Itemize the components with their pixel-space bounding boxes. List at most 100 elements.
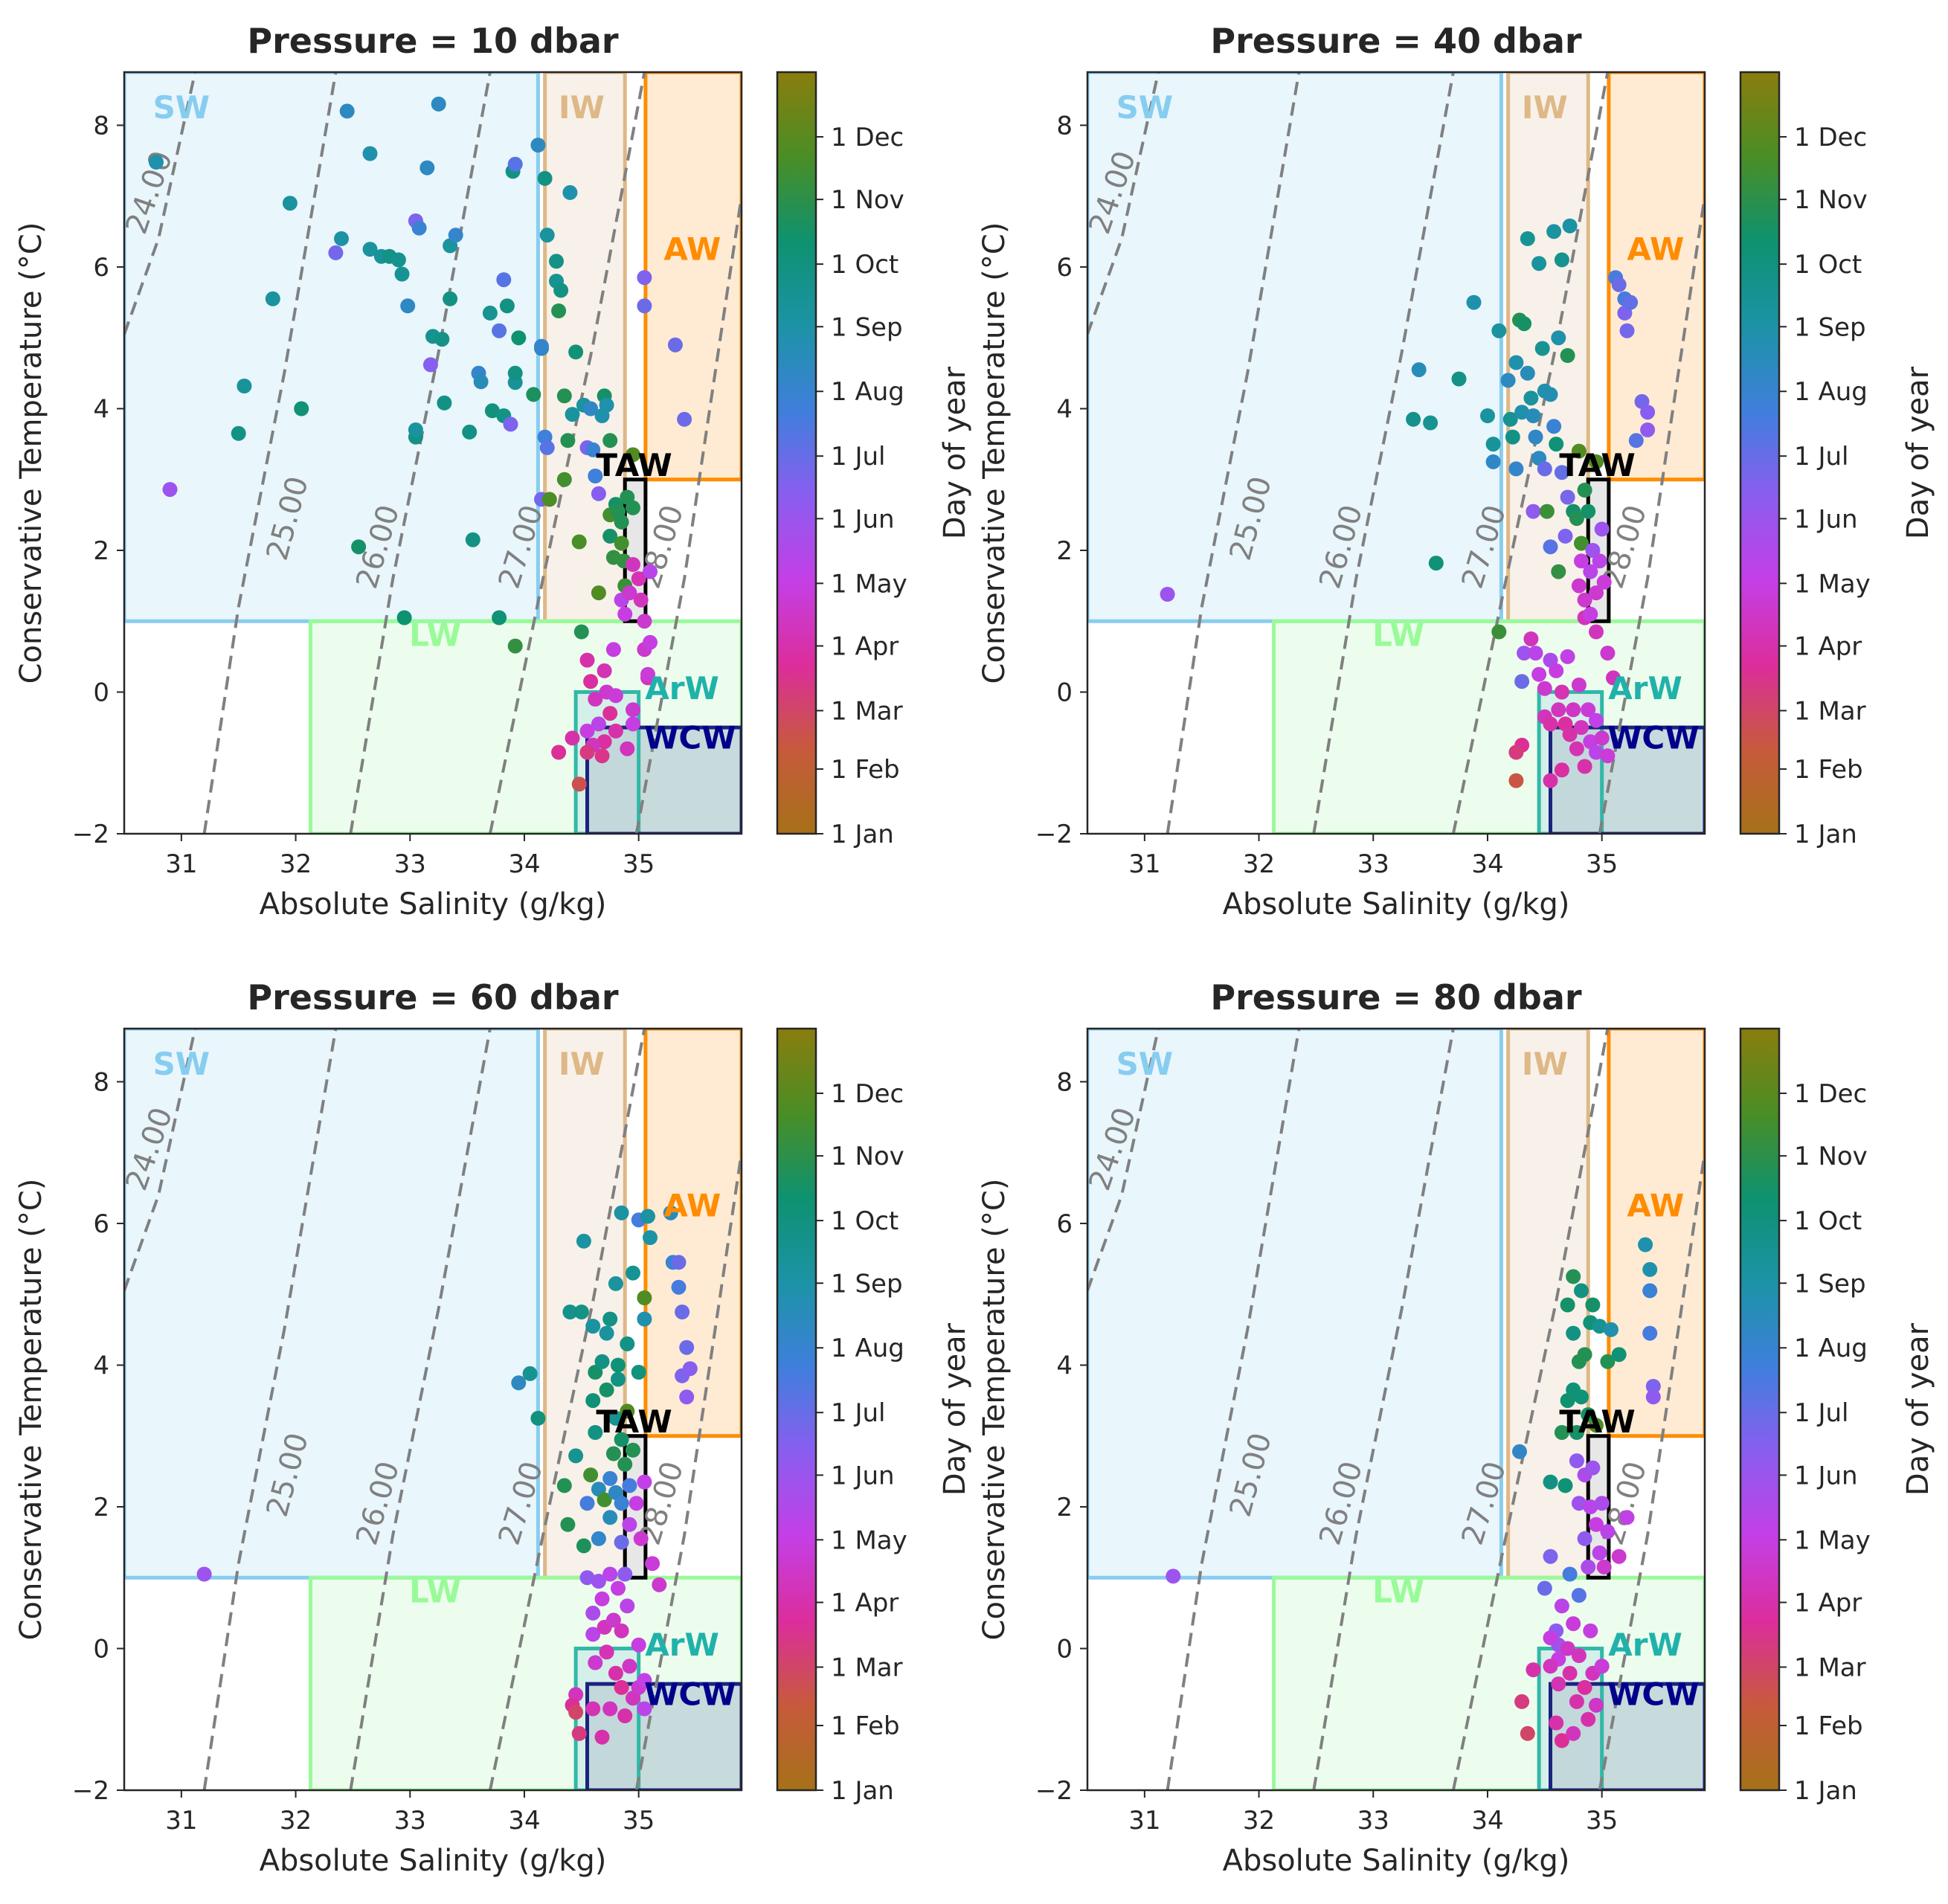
- data-point: [626, 1442, 640, 1458]
- data-point: [1583, 1623, 1598, 1638]
- data-point: [1571, 1588, 1587, 1603]
- data-point: [594, 1354, 610, 1369]
- data-point: [1554, 252, 1569, 268]
- x-tick-label: 35: [623, 849, 655, 879]
- colorbar-tick-label: 1 Nov: [831, 1142, 904, 1171]
- x-tick-label: 33: [1357, 849, 1389, 879]
- scatter-series: [149, 96, 692, 792]
- data-point: [1514, 674, 1530, 689]
- data-point: [645, 1556, 660, 1572]
- y-tick-label: 6: [93, 1209, 109, 1239]
- data-point: [1543, 1474, 1558, 1490]
- data-point: [1642, 1261, 1658, 1277]
- data-point: [620, 741, 635, 756]
- data-point: [614, 1496, 629, 1511]
- colorbar-tick-label: 1 Jun: [1794, 1461, 1858, 1490]
- data-point: [1577, 1531, 1592, 1546]
- data-point: [1560, 489, 1575, 505]
- data-point: [640, 666, 655, 682]
- data-point: [1623, 295, 1639, 310]
- data-point: [1594, 1659, 1610, 1674]
- data-point: [626, 500, 640, 515]
- data-point: [1585, 543, 1601, 558]
- colorbar-gradient: [1739, 1027, 1781, 1792]
- data-point: [617, 1708, 633, 1723]
- data-point: [1642, 1283, 1658, 1299]
- y-tick-label: 4: [1056, 1351, 1073, 1380]
- data-point: [579, 723, 595, 739]
- colorbar-tick-label: 1 Aug: [831, 1334, 904, 1363]
- y-tick-label: 2: [1056, 536, 1073, 566]
- data-point: [643, 634, 658, 650]
- data-point: [1543, 1548, 1558, 1564]
- data-point: [611, 1580, 626, 1596]
- data-point: [1589, 744, 1604, 760]
- colorbar-tick-label: 1 Jan: [1794, 820, 1857, 849]
- water-mass-wcw-fill: [587, 1684, 742, 1790]
- data-point: [602, 433, 618, 448]
- colorbar-tick-label: 1 Jul: [1794, 1398, 1848, 1428]
- data-point: [1512, 1444, 1527, 1459]
- data-point: [1508, 744, 1524, 760]
- data-point: [1466, 295, 1482, 310]
- data-point: [1166, 1569, 1181, 1584]
- data-point: [507, 638, 523, 654]
- data-point: [591, 585, 606, 601]
- data-point: [594, 1591, 610, 1606]
- y-tick-label: 8: [1056, 111, 1073, 141]
- data-point: [549, 254, 564, 269]
- data-point: [437, 395, 452, 411]
- data-point: [265, 291, 280, 306]
- x-tick-label: 31: [165, 849, 197, 879]
- data-point: [1502, 411, 1518, 427]
- data-point: [1585, 1460, 1601, 1476]
- water-mass-label-iw: IW: [1522, 1046, 1568, 1082]
- data-point: [1569, 1425, 1584, 1440]
- colorbar-tick-label: 1 Feb: [831, 1711, 900, 1741]
- colorbar-tick-label: 1 Oct: [831, 250, 899, 280]
- colorbar-tick-label: 1 Jun: [831, 1461, 895, 1490]
- water-mass-label-lw: LW: [1372, 1574, 1424, 1610]
- data-point: [560, 1517, 576, 1532]
- data-point: [637, 1311, 652, 1327]
- data-point: [1508, 355, 1524, 370]
- data-point: [1581, 504, 1596, 519]
- water-mass-label-wcw: WCW: [644, 1676, 736, 1713]
- data-point: [588, 1425, 603, 1440]
- data-point: [237, 379, 252, 393]
- data-point: [1585, 1297, 1601, 1313]
- data-point: [1562, 1566, 1578, 1582]
- water-mass-label-iw: IW: [559, 1046, 605, 1082]
- data-point: [411, 220, 427, 236]
- data-point: [499, 298, 515, 314]
- data-point: [1517, 646, 1532, 661]
- data-point: [576, 1233, 591, 1249]
- data-point: [614, 1205, 629, 1220]
- data-point: [482, 305, 498, 321]
- data-point: [1560, 649, 1575, 664]
- data-point: [1520, 231, 1535, 246]
- data-point: [1505, 429, 1520, 445]
- data-point: [631, 1637, 646, 1653]
- data-point: [1566, 1726, 1581, 1741]
- data-point: [579, 1570, 595, 1586]
- data-point: [585, 1701, 601, 1717]
- data-point: [553, 283, 569, 298]
- data-point: [643, 564, 658, 579]
- data-point: [484, 403, 500, 419]
- data-point: [1640, 405, 1656, 420]
- data-point: [1160, 587, 1175, 602]
- data-point: [637, 1474, 652, 1490]
- data-point: [602, 1510, 618, 1525]
- data-point: [1485, 454, 1501, 469]
- isopycnal-line: [1598, 1152, 1705, 1790]
- data-point: [1569, 741, 1584, 756]
- data-point: [1577, 1679, 1592, 1695]
- data-point: [537, 170, 553, 186]
- y-tick-label: 8: [93, 1067, 109, 1097]
- isopycnal-line: [1451, 1029, 1610, 1790]
- data-point: [637, 1701, 652, 1717]
- data-point: [390, 252, 406, 268]
- water-mass-label-arw: ArW: [645, 670, 719, 707]
- isopycnal-line: [634, 196, 742, 834]
